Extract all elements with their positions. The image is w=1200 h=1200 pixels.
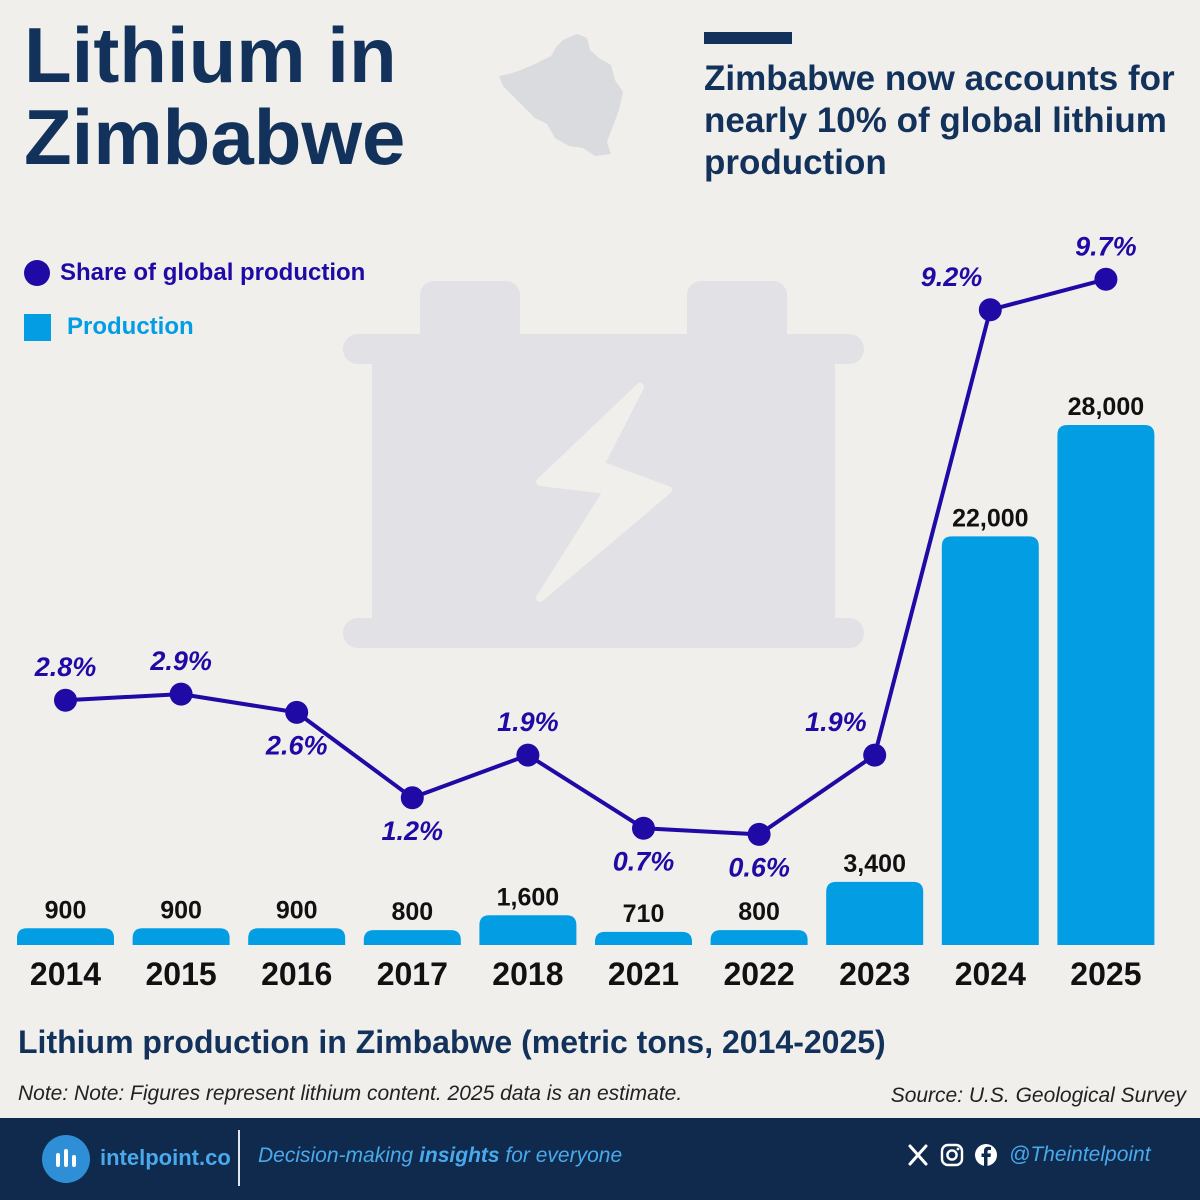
x-tick-label: 2021 [608,956,679,992]
instagram-icon[interactable] [939,1142,965,1168]
bar-value-label: 800 [391,898,433,926]
x-tick-label: 2017 [377,956,448,992]
share-point-2015 [169,682,193,706]
chart-caption: Lithium production in Zimbabwe (metric t… [18,1024,886,1060]
social-handle[interactable]: @Theintelpoint [1009,1143,1151,1166]
share-value-label: 9.2% [921,262,983,292]
bar-2023 [826,881,924,945]
share-value-label: 0.7% [613,846,675,876]
battery-icon [343,281,864,648]
bar-value-label: 900 [276,896,318,924]
facebook-icon[interactable] [973,1142,999,1168]
subtitle: Zimbabwe now accounts for nearly 10% of … [704,59,1175,182]
share-value-label: 9.7% [1075,231,1137,261]
bar-2025 [1057,425,1155,945]
zimbabwe-map-icon [499,34,623,156]
x-tick-label: 2023 [839,956,910,992]
share-value-label: 2.8% [34,652,97,682]
share-point-2016 [285,700,309,724]
bar-2016 [248,928,346,945]
x-tick-label: 2022 [724,956,795,992]
legend-share-label: Share of global production [60,259,366,286]
title-line-1: Lithium in [24,11,397,99]
bar-2024 [941,536,1039,945]
share-point-2018 [516,743,540,767]
share-point-2023 [863,743,887,767]
x-tick-label: 2016 [261,956,332,992]
x-tick-label: 2018 [492,956,563,992]
bar-2015 [132,928,230,945]
share-value-label: 1.9% [805,707,867,737]
share-value-label: 2.6% [265,730,328,760]
bar-value-label: 3,400 [843,850,906,878]
legend-production-label: Production [67,313,194,340]
footer-tagline: Decision-making insights for everyone [258,1144,622,1168]
share-value-label: 0.6% [728,852,790,882]
bar-value-label: 900 [45,896,87,924]
share-value-label: 2.9% [149,646,212,676]
intelpoint-logo-icon [42,1135,90,1183]
subtitle-accent-bar [704,32,792,44]
legend-square-icon [24,313,51,341]
share-point-2021 [632,816,655,840]
bar-value-label: 800 [738,898,780,926]
share-point-2024 [978,298,1002,322]
x-tick-label: 2014 [30,956,101,992]
share-value-label: 1.9% [497,707,559,737]
bar-value-label: 710 [623,900,665,928]
x-tick-label: 2015 [146,956,217,992]
bar-value-label: 900 [160,896,202,924]
chart-note: Note: Note: Figures represent lithium co… [18,1082,683,1105]
bar-value-label: 1,600 [497,883,560,911]
tagline-end: for everyone [499,1144,623,1167]
bar-2017 [363,930,461,945]
title-line-2: Zimbabwe [24,93,406,181]
tagline-start: Decision-making [258,1144,420,1167]
bar-value-label: 28,000 [1068,393,1144,421]
page-title: Lithium in Zimbabwe [24,14,405,178]
x-icon[interactable] [905,1142,931,1168]
footer: intelpoint.co Decision-making insights f… [0,1118,1200,1200]
bar-value-label: 22,000 [952,504,1028,532]
chart: 900 2014 900 2015 900 2016 800 2017 1,600 2018 710… [17,231,1155,992]
share-point-2025 [1094,267,1118,291]
bar-2018 [479,915,577,945]
tagline-bold: insights [419,1144,500,1167]
footer-divider [238,1130,240,1186]
x-tick-label: 2025 [1070,956,1141,992]
legend-share: Share of global production [24,259,365,287]
bar-2022 [710,930,808,945]
social-links: @Theintelpoint [905,1142,1151,1168]
share-line [65,277,1107,837]
bar-2021 [595,931,692,945]
x-tick-label: 2024 [955,956,1026,992]
share-point-2017 [400,786,424,810]
bar-2014 [17,928,114,945]
legend-production: Production [24,313,194,341]
chart-source: Source: U.S. Geological Survey [890,1084,1186,1107]
legend-dot-icon [24,260,50,286]
share-point-2022 [747,822,771,846]
share-value-label: 1.2% [382,816,444,846]
share-point-2014 [54,688,77,712]
brand-link[interactable]: intelpoint.co [100,1145,231,1170]
